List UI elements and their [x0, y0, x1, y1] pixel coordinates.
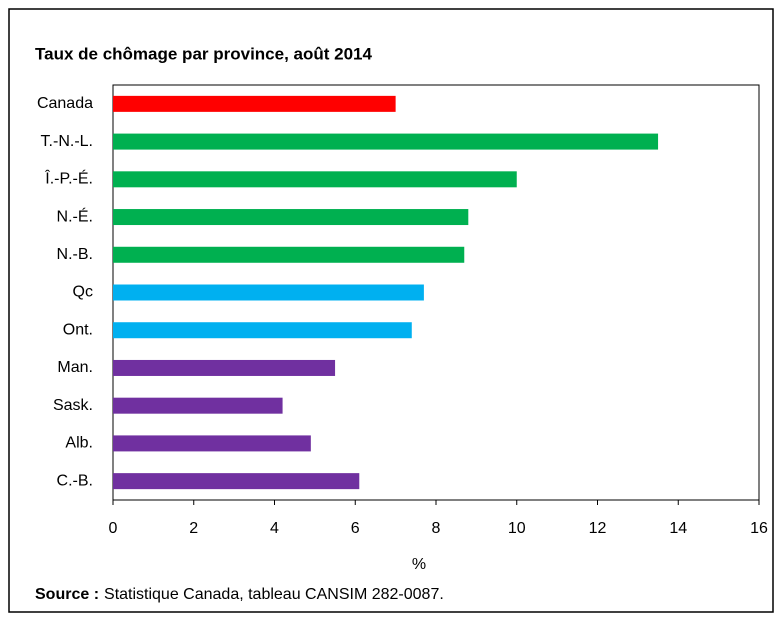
bar: [113, 322, 412, 339]
bar: [113, 473, 360, 490]
y-tick-label: N.-É.: [57, 206, 93, 225]
x-tick-label: 0: [109, 520, 118, 537]
y-tick-label: Man.: [57, 359, 93, 376]
bar: [113, 359, 336, 376]
bar: [113, 397, 283, 414]
x-tick-label: 6: [351, 520, 360, 537]
y-tick-label: N.-B.: [57, 246, 93, 263]
bar: [113, 95, 396, 112]
y-tick-label: Qc: [73, 284, 93, 301]
y-tick-label: Canada: [37, 95, 93, 112]
bar: [113, 284, 424, 301]
x-axis-label: %: [412, 556, 426, 573]
source-text: Statistique Canada, tableau CANSIM 282-0…: [104, 586, 444, 603]
x-tick-label: 12: [589, 520, 607, 537]
source-label: Source :: [35, 586, 99, 603]
y-tick-label: Sask.: [53, 397, 93, 414]
bar: [113, 133, 659, 150]
bar: [113, 209, 469, 226]
y-tick-label: Ont.: [63, 321, 93, 338]
y-tick-label: T.-N.-L.: [41, 133, 93, 150]
x-tick-label: 2: [189, 520, 198, 537]
x-tick-label: 8: [432, 520, 441, 537]
bar: [113, 435, 311, 452]
source-note: Source : Statistique Canada, tableau CANS…: [35, 586, 444, 603]
x-tick-label: 10: [508, 520, 526, 537]
y-tick-label: Alb.: [65, 435, 93, 452]
x-tick-label: 16: [750, 520, 768, 537]
x-tick-label: 14: [669, 520, 687, 537]
x-tick-label: 4: [270, 520, 279, 537]
bar: [113, 246, 465, 263]
y-tick-label: Î.-P.-É.: [44, 169, 93, 188]
y-tick-label: C.-B.: [57, 472, 93, 489]
bar: [113, 171, 517, 188]
chart-title: Taux de chômage par province, août 2014: [35, 44, 373, 63]
